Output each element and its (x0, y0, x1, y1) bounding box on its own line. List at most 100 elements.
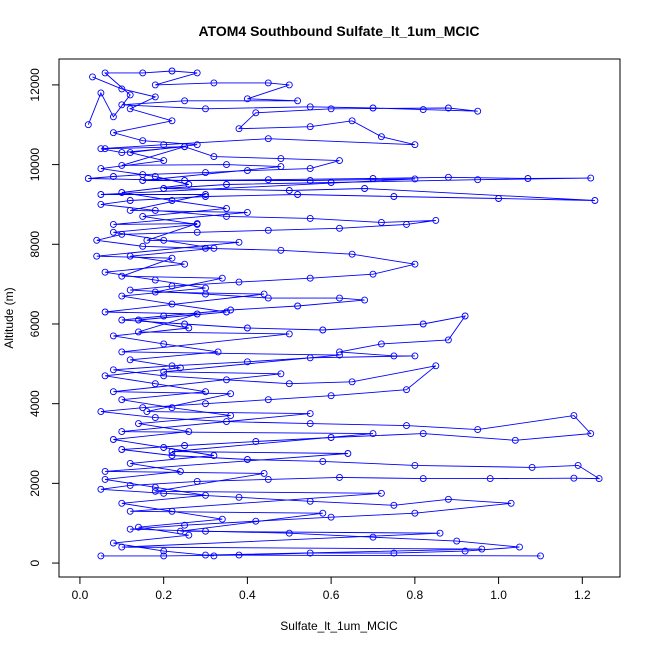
series-2 (89, 73, 235, 560)
data-point (97, 200, 105, 208)
data-point (151, 93, 159, 101)
data-point (327, 392, 335, 400)
data-point (118, 348, 126, 356)
x-tick-label: 0.6 (323, 588, 340, 602)
data-point (118, 446, 126, 453)
data-point (243, 208, 251, 216)
chart-title: ATOM4 Southbound Sulfate_lt_1um_MCIC (198, 23, 479, 39)
data-point (285, 81, 293, 89)
data-point (285, 529, 293, 537)
data-point (277, 246, 285, 254)
data-point (444, 336, 452, 344)
data-point (306, 103, 314, 111)
data-point (528, 463, 536, 471)
data-point (181, 143, 189, 151)
data-point (109, 332, 117, 340)
data-point (93, 252, 101, 260)
data-point (109, 436, 117, 443)
data-point (139, 404, 147, 412)
data-point (348, 378, 356, 386)
data-point (89, 73, 96, 81)
data-point (202, 105, 209, 113)
data-point (516, 543, 523, 551)
data-point (306, 165, 314, 173)
data-point (595, 475, 603, 483)
data-point (84, 175, 92, 182)
data-point (185, 181, 193, 188)
data-point (474, 426, 482, 434)
data-point (151, 483, 159, 491)
data-point (160, 552, 168, 560)
data-point (411, 461, 419, 469)
x-tick-label: 1.2 (574, 588, 591, 602)
data-point (202, 400, 209, 408)
data-point (306, 123, 314, 131)
data-point (264, 226, 272, 234)
data-point (84, 121, 92, 129)
data-point (118, 189, 126, 196)
data-point (411, 141, 419, 149)
data-point (193, 310, 201, 318)
data-point (97, 191, 105, 198)
data-point (319, 326, 327, 334)
data-point (126, 356, 134, 364)
data-point (210, 244, 218, 252)
series-3 (93, 143, 544, 560)
data-point (126, 507, 134, 515)
data-point (109, 228, 117, 236)
data-point (235, 493, 243, 501)
data-point (101, 69, 109, 77)
data-point (511, 436, 519, 444)
data-point (235, 125, 243, 133)
data-point (168, 254, 176, 262)
data-point (101, 268, 109, 276)
data-point (419, 320, 427, 328)
x-tick-label: 0.2 (155, 588, 172, 602)
data-point (285, 187, 293, 194)
data-point (327, 513, 335, 521)
data-point (587, 174, 595, 182)
data-point (444, 495, 452, 503)
x-tick-label: 0.8 (407, 588, 424, 602)
data-point (390, 352, 398, 360)
data-point (369, 270, 377, 278)
data-point (151, 414, 159, 422)
data-point (143, 408, 151, 416)
data-point (277, 163, 285, 171)
data-point (264, 475, 272, 483)
data-point (118, 316, 126, 324)
data-point (202, 169, 209, 177)
data-point (126, 91, 134, 99)
data-point (97, 165, 105, 173)
data-point (377, 340, 385, 348)
data-point (126, 286, 134, 294)
data-point (264, 396, 272, 404)
data-point (336, 473, 343, 481)
data-point (235, 278, 243, 286)
data-point (260, 469, 268, 477)
data-point (139, 177, 147, 184)
data-point (243, 95, 251, 103)
data-point (344, 450, 352, 457)
data-point (461, 547, 469, 555)
data-point (227, 390, 235, 398)
data-point (285, 380, 293, 388)
data-point (306, 214, 314, 222)
data-point (486, 475, 494, 483)
data-point (403, 220, 410, 228)
data-point (202, 388, 209, 396)
data-point (126, 105, 134, 113)
data-point (377, 133, 385, 141)
data-point (202, 491, 209, 499)
data-point (176, 527, 184, 535)
data-point (243, 324, 251, 332)
x-tick-label: 1.0 (490, 588, 507, 602)
data-point (436, 529, 444, 537)
data-point (264, 176, 272, 184)
data-point (135, 316, 142, 324)
data-point (277, 370, 285, 378)
data-point (160, 372, 168, 380)
data-point (143, 236, 151, 244)
data-point (168, 404, 176, 412)
